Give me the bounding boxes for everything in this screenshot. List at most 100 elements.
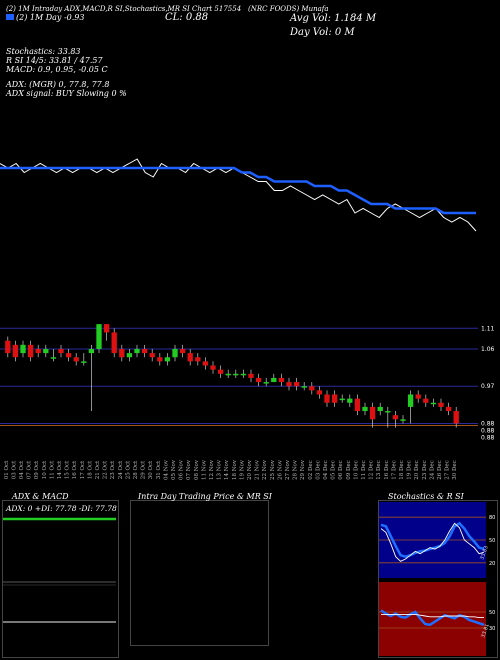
date-tick-label: 14 Nov	[224, 459, 230, 480]
candle-body	[88, 348, 95, 354]
chart-header-line: (2) 1M Intraday ADX,MACD,R SI,Stochastic…	[6, 5, 242, 13]
date-tick-label: 10 Dec	[353, 460, 359, 480]
date-tick-label: 17 Dec	[391, 460, 397, 480]
close-label: CL: 0.88	[165, 12, 209, 23]
price-axis-label: 0.88	[481, 427, 495, 434]
candle-body	[331, 394, 338, 403]
date-tick-label: 14 Oct	[57, 460, 63, 479]
stoch-rsi-panel	[378, 500, 498, 658]
candle-body	[400, 419, 406, 421]
candle-body	[164, 357, 171, 362]
date-tick-label: 05 Dec	[331, 460, 337, 480]
date-tick-label: 11 Dec	[361, 460, 367, 480]
candle-body	[119, 348, 125, 358]
date-tick-label: 26 Nov	[277, 459, 283, 480]
candle-body	[35, 348, 41, 354]
date-tick-label: 06 Dec	[338, 460, 344, 480]
candle-body	[362, 406, 368, 412]
avg-volume: Avg Vol: 1.184 M	[290, 13, 377, 24]
date-tick-label: 03 Oct	[11, 460, 17, 479]
candle-body	[157, 357, 163, 362]
date-tick-label: 02 Dec	[308, 460, 314, 480]
candle-body	[377, 406, 383, 412]
candle-body	[445, 406, 452, 412]
date-tick-label: 24 Dec	[429, 460, 435, 480]
date-tick-label: 18 Nov	[232, 459, 238, 480]
date-tick-label: 07 Oct	[27, 460, 33, 479]
candle-body	[96, 324, 102, 349]
candle-body	[202, 361, 209, 366]
date-tick-label: 06 Nov	[179, 459, 185, 480]
candle-body	[5, 340, 11, 354]
candle-body	[103, 324, 110, 333]
date-tick-label: 09 Oct	[34, 460, 40, 479]
candle-body	[58, 348, 64, 354]
date-tick-label: 29 Nov	[300, 459, 306, 480]
candle-body	[111, 332, 117, 354]
candle-body	[385, 411, 391, 413]
candle-body	[255, 377, 262, 383]
average-line	[0, 166, 476, 215]
price-axis-label: 1.11	[481, 325, 495, 332]
candle-body	[172, 348, 178, 358]
candle-body	[27, 344, 34, 358]
candle-body	[369, 406, 376, 420]
date-tick-label: 09 Dec	[346, 460, 352, 480]
date-tick-label: 07 Nov	[186, 459, 192, 480]
candle-body	[392, 415, 399, 420]
candle-body	[316, 390, 323, 395]
date-tick-label: 10 Oct	[42, 460, 48, 479]
adx-macd-panel	[2, 500, 119, 658]
date-tick-label: 29 Oct	[141, 460, 147, 479]
candle-body	[301, 386, 307, 388]
price-axis-label: 0.88	[481, 420, 495, 427]
price-axis-label: 0.88	[481, 434, 495, 441]
date-tick-label: 03 Dec	[315, 460, 321, 480]
candle-body	[187, 353, 193, 362]
date-tick-label: 28 Oct	[133, 460, 139, 479]
candle-body	[415, 394, 421, 399]
stoch-panel-title: Stochastics & R SI	[388, 492, 464, 501]
legend-swatch	[6, 14, 14, 20]
candle-body	[407, 394, 414, 407]
candle-body	[453, 411, 459, 424]
candle-body	[12, 344, 19, 358]
date-tick-label: 23 Oct	[110, 460, 116, 479]
company-name: (NRC FOODS) Munafa	[248, 5, 329, 13]
date-tick-label: 17 Oct	[80, 460, 86, 479]
price-axis-label: 1.06	[481, 346, 495, 353]
date-tick-label: 15 Oct	[65, 460, 71, 479]
date-tick-label: 25 Oct	[125, 460, 131, 479]
candle-body	[430, 402, 437, 405]
date-tick-label: 24 Oct	[118, 460, 124, 479]
date-tick-label: 28 Nov	[293, 459, 299, 480]
legend-label: (2) 1M Day -0.93	[16, 13, 85, 22]
date-tick-label: 19 Dec	[407, 460, 413, 480]
candle-body	[263, 382, 269, 384]
candle-body	[134, 348, 140, 354]
date-tick-label: 20 Nov	[247, 459, 253, 480]
rsi-value: R SI 14/5: 33.81 / 47.57	[6, 56, 103, 65]
candle-body	[81, 361, 87, 363]
macd-value: MACD: 0.9, 0.95, -0.05 C	[6, 65, 108, 74]
candle-body	[217, 369, 224, 374]
price-axis-label: 0.97	[481, 383, 495, 390]
date-tick-label: 23 Dec	[422, 460, 428, 480]
candle-body	[149, 353, 155, 358]
date-tick-label: 18 Dec	[399, 460, 405, 480]
date-tick-label: 25 Nov	[270, 459, 276, 480]
date-tick-label: 18 Oct	[87, 460, 93, 479]
candle-body	[423, 398, 429, 403]
mrsi-panel-title: Intra Day Trading Price & MR SI	[138, 492, 272, 501]
candle-body	[195, 357, 201, 362]
candle-body	[141, 348, 148, 354]
candle-body	[179, 348, 186, 354]
date-tick-label: 05 Nov	[171, 459, 177, 480]
date-tick-label: 04 Nov	[163, 459, 169, 480]
date-tick-label: 16 Dec	[384, 460, 390, 480]
date-tick-label: 08 Nov	[194, 459, 200, 480]
date-tick-label: 22 Oct	[103, 460, 109, 479]
candle-body	[278, 377, 285, 383]
candle-body	[339, 398, 345, 401]
